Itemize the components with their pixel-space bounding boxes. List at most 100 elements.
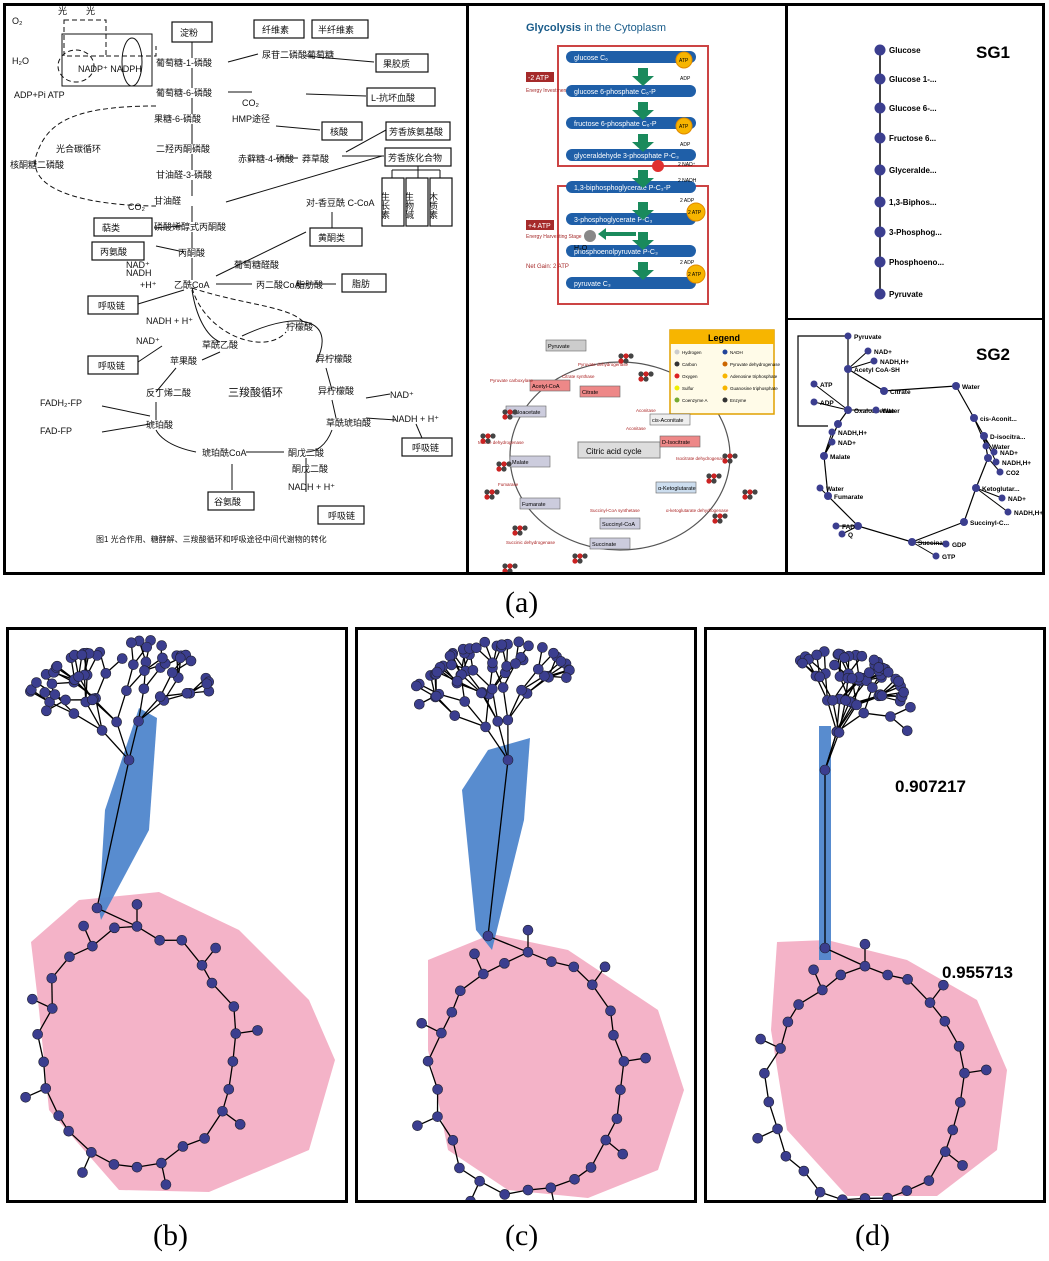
sg1-node: [874, 288, 886, 300]
a1-alkaloid: 生物碱: [404, 191, 414, 220]
enzyme-label: Succinic dehydrogenase: [506, 540, 556, 545]
molecule-atom: [494, 489, 500, 495]
graph-node: [154, 935, 165, 946]
graph-edge: [138, 696, 161, 722]
graph-node: [839, 652, 850, 663]
score-1: 0.907217: [895, 777, 966, 796]
a1-nad-plus: NAD⁺: [126, 260, 150, 270]
legend-swatch: [722, 397, 728, 403]
sg2-node-label: NADH,H+: [1002, 460, 1031, 467]
molecule-atom: [618, 353, 624, 359]
graph-edge: [485, 726, 509, 761]
a1-cellulose: 纤维素: [262, 24, 289, 35]
glycolysis-step-label: glyceraldehyde 3-phosphate P-C₃: [574, 153, 679, 160]
graph-edge: [907, 978, 931, 1004]
a1-ribulose: 核酮糖二磷酸: [10, 159, 64, 170]
molecule-atom: [732, 453, 738, 459]
graph-edge: [836, 701, 851, 733]
cycle-node: [519, 497, 561, 510]
a1-nadp: NADP⁺ NADPH: [78, 64, 142, 74]
graph-node: [499, 958, 510, 969]
sg2-node-label: NADH,H+: [1014, 510, 1042, 517]
a1-glucose1p: 葡萄糖-1-磷酸: [156, 57, 212, 68]
sg1-node-label: 3-Phosphog...: [889, 228, 942, 237]
graph-node: [27, 993, 38, 1005]
graph-node: [469, 948, 480, 960]
graph-node: [412, 1120, 423, 1131]
molecule-atom: [711, 473, 717, 479]
molecule-atom: [489, 494, 495, 500]
cluster-hull-sg2: [31, 892, 335, 1192]
graph-node: [939, 1015, 951, 1027]
molecule-atom: [489, 489, 495, 495]
sg2-node-label: NAD+: [874, 349, 892, 356]
sg2-node: [810, 380, 818, 388]
cluster-hull-sg1: [99, 708, 157, 920]
sg2-node-label: GTP: [942, 554, 956, 561]
graph-node: [76, 649, 88, 661]
a1-acetylcoa: 乙酰CoA: [174, 279, 210, 290]
graph-edge: [826, 700, 838, 732]
a1-figure-caption: 图1 光合作用、糖酵解、三羧酸循环和呼吸途径中间代谢物的转化: [96, 534, 327, 544]
graph-node: [447, 1134, 459, 1146]
a1-fad: FAD-FP: [40, 426, 72, 436]
graph-node: [176, 934, 188, 946]
graph-node: [980, 1064, 992, 1076]
molecule-atom: [638, 371, 644, 377]
a1-co2a: CO₂: [242, 98, 260, 108]
sg2-node-label: NAD+: [838, 440, 856, 447]
graph-node: [522, 1184, 534, 1196]
graph-node: [811, 649, 823, 661]
cycle-node-label: Oxaloacetate: [508, 410, 540, 416]
graph-node: [957, 1160, 968, 1171]
graph-node: [26, 684, 37, 696]
molecule-atom: [577, 558, 583, 564]
graph-node: [38, 1056, 49, 1068]
a1-citrate: 柠檬酸: [286, 321, 313, 332]
enzyme-label: Pyruvate dehydrogenase: [578, 362, 629, 367]
molecule-atom: [480, 433, 486, 439]
sg2-node-label: ATP: [820, 382, 833, 389]
graph-edge: [484, 694, 490, 727]
enzyme-label: Fumarase: [498, 482, 519, 487]
atp-badge-1: ATP: [679, 58, 689, 64]
graph-edge: [116, 721, 130, 761]
molecule-atom: [717, 513, 723, 519]
a1-ascorbic: L-抗坏血酸: [371, 92, 415, 103]
a1-aromatic-cpd: 芳香族化合物: [388, 152, 442, 163]
a1-isocitrate: 异柠檬酸: [316, 353, 352, 364]
a1-nad1: NAD⁺: [136, 336, 160, 346]
sg2-node: [854, 522, 862, 530]
graph-edge: [85, 701, 103, 731]
graph-node: [561, 672, 572, 683]
graph-node: [454, 985, 466, 997]
graph-node: [199, 1133, 210, 1144]
graph-node: [555, 656, 567, 667]
glycolysis-step-pill: [566, 85, 696, 97]
panel-d-graph: [752, 646, 1007, 1200]
a1-fadh: FADH₂-FP: [40, 398, 82, 408]
graph-edge: [116, 690, 128, 723]
graph-node: [109, 922, 120, 934]
sg2-node: [870, 357, 878, 365]
glycolysis-step-label: glucose C₆: [574, 55, 608, 62]
sg2-edge: [975, 487, 1009, 513]
cycle-node: [589, 537, 631, 550]
graph-node: [882, 969, 893, 981]
legend-swatch: [722, 373, 728, 379]
stage1-desc: Energy Investment Stage: [526, 88, 582, 94]
graph-node: [413, 698, 425, 710]
sg1-node: [874, 164, 886, 176]
stage2-desc: Energy Harvesting Stage: [526, 234, 582, 240]
a1-isocitrate2: 异柠檬酸: [318, 385, 354, 396]
sg2-node: [998, 494, 1006, 502]
molecule-atom: [711, 478, 717, 484]
glycolysis-step-label: 1,3-biphosphoglycerate P-C₃-P: [574, 185, 671, 192]
a1-glucose6p: 葡萄糖-6-磷酸: [156, 87, 212, 98]
molecule-atom: [618, 358, 624, 364]
sg2-node-label: Water: [992, 444, 1010, 451]
a1-glyc: 甘油醛: [154, 195, 181, 206]
sg2-node-label: Succinyl-C...: [970, 520, 1009, 527]
molecule-atom: [507, 563, 513, 569]
graph-node: [502, 714, 514, 726]
